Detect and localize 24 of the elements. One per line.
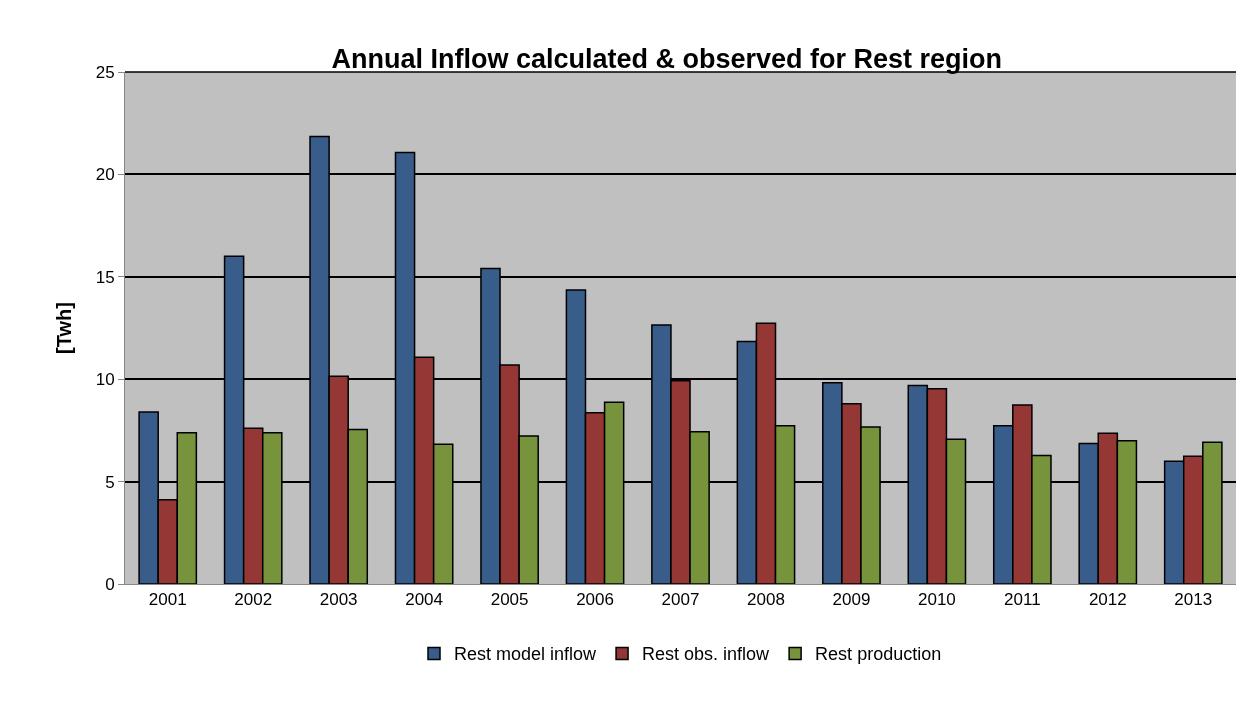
y-tick-label: 5	[105, 472, 115, 492]
chart-title: Annual Inflow calculated & observed for Rest region	[331, 44, 1003, 75]
y-axis-title: [Twh]	[53, 302, 76, 354]
y-tick-label: 20	[95, 165, 115, 185]
legend-label: Rest model inflow	[454, 644, 598, 665]
x-tick-label: 2001	[148, 590, 187, 610]
y-tick-label: 25	[95, 62, 115, 82]
x-tick-label: 2004	[405, 590, 444, 610]
y-tick-label: 10	[95, 370, 115, 390]
y-tick-label: 0	[105, 574, 115, 594]
x-tick-label: 2003	[319, 590, 358, 610]
x-tick-label: 2007	[661, 590, 700, 610]
x-tick-label: 2011	[1004, 590, 1041, 610]
x-tick-label: 2010	[917, 590, 956, 610]
x-tick-label: 2006	[576, 590, 614, 610]
legend-label: Rest obs. inflow	[642, 644, 771, 665]
legend-label: Rest production	[815, 644, 942, 665]
x-tick-label: 2008	[747, 590, 785, 610]
x-tick-label: 2013	[1174, 590, 1213, 610]
x-tick-label: 2005	[490, 590, 529, 610]
x-tick-label: 2002	[234, 590, 273, 610]
x-tick-label: 2009	[832, 590, 871, 610]
y-tick-label: 15	[95, 267, 115, 287]
x-tick-label: 2012	[1088, 590, 1127, 610]
